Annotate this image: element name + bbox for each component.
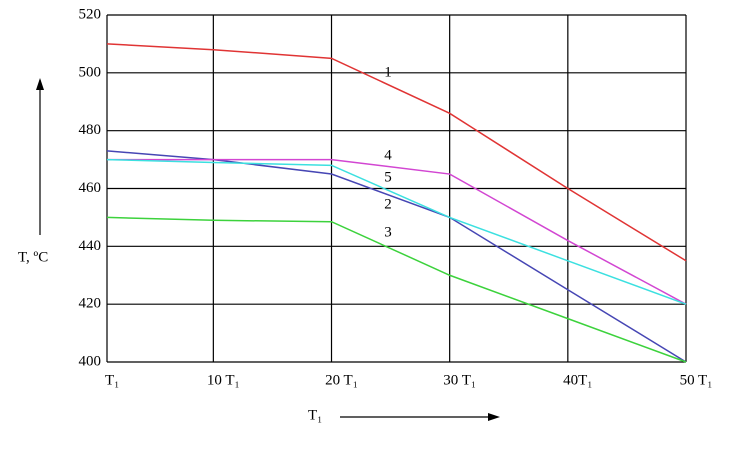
y-arrowhead xyxy=(36,78,44,90)
x-arrowhead xyxy=(488,413,500,421)
x-tick-label: 10 T₁ xyxy=(207,372,240,388)
series-line xyxy=(106,43,687,262)
y-axis-label: T, ºC xyxy=(18,249,48,265)
x-axis-label: T₁ xyxy=(308,407,322,423)
x-tick-label: 50 T₁ xyxy=(680,372,713,388)
series-label: 4 xyxy=(384,147,392,163)
x-tick-label: 30 T₁ xyxy=(443,372,476,388)
series-label: 2 xyxy=(384,196,392,212)
series-line xyxy=(107,158,687,305)
series-line xyxy=(106,158,687,305)
series-line xyxy=(106,150,687,363)
y-tick-label: 520 xyxy=(79,6,102,22)
y-tick-label: 480 xyxy=(79,122,102,138)
x-tick-label: T₁ xyxy=(105,372,119,388)
y-tick-label: 500 xyxy=(79,64,102,80)
series-label: 3 xyxy=(384,224,392,240)
y-tick-label: 440 xyxy=(79,238,102,254)
y-tick-label: 420 xyxy=(79,296,102,312)
series-label: 5 xyxy=(384,169,392,185)
y-tick-label: 400 xyxy=(79,353,102,369)
series-line xyxy=(106,216,687,363)
x-tick-label: 40T₁ xyxy=(563,372,592,388)
y-tick-label: 460 xyxy=(79,180,102,196)
x-tick-label: 20 T₁ xyxy=(325,372,358,388)
series-label: 1 xyxy=(384,64,392,80)
